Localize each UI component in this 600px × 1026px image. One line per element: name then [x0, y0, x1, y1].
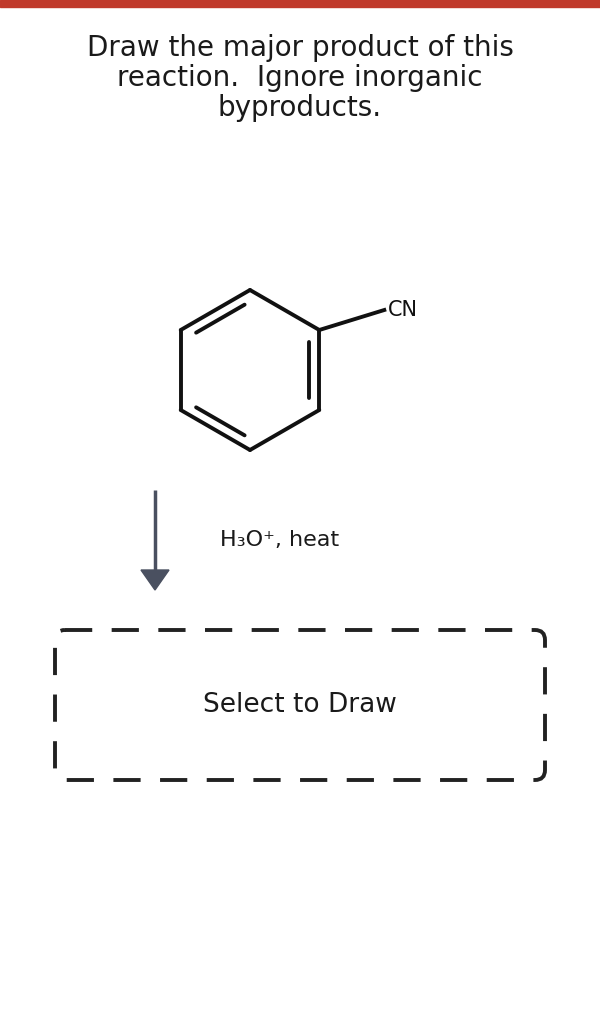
Text: byproducts.: byproducts. — [218, 94, 382, 122]
Text: Draw the major product of this: Draw the major product of this — [86, 34, 514, 62]
Text: Select to Draw: Select to Draw — [203, 692, 397, 718]
Text: CN: CN — [388, 300, 418, 320]
Polygon shape — [141, 570, 169, 590]
Text: reaction.  Ignore inorganic: reaction. Ignore inorganic — [117, 64, 483, 92]
Text: H₃O⁺, heat: H₃O⁺, heat — [220, 530, 339, 550]
Bar — [0, 0, 600, 7]
